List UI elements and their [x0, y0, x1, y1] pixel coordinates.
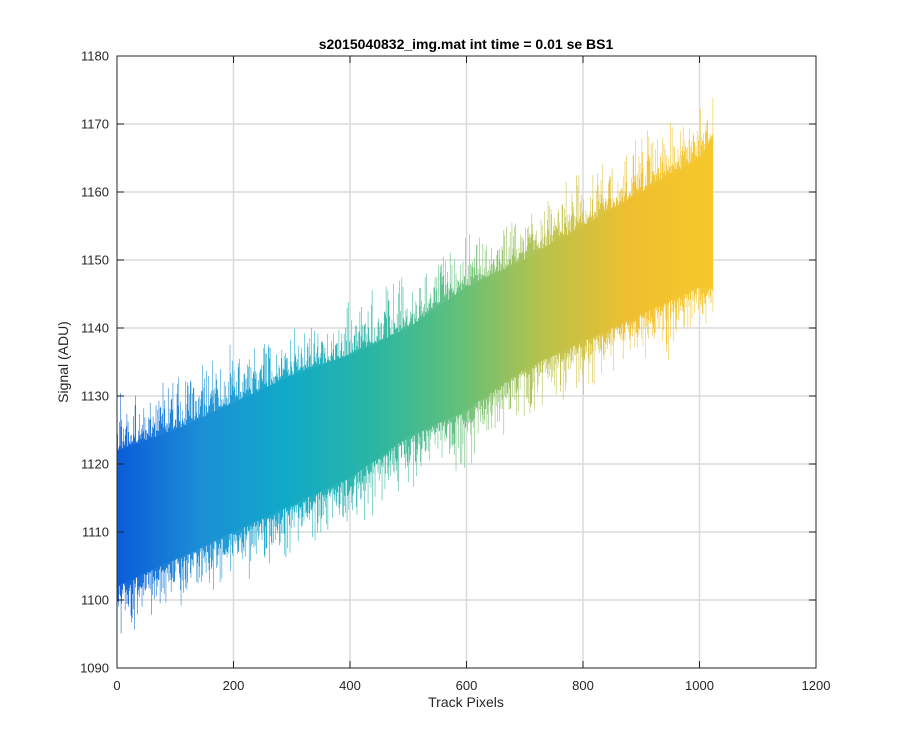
y-tick-label: 1100 — [81, 593, 109, 608]
y-axis-label: Signal (ADU) — [55, 321, 71, 403]
x-tick-label: 400 — [339, 678, 361, 693]
y-tick-label: 1160 — [81, 185, 109, 200]
chart-title: s2015040832_img.mat int time = 0.01 se B… — [319, 36, 614, 52]
y-tick-label: 1120 — [81, 457, 109, 472]
y-tick-label: 1180 — [81, 49, 109, 64]
y-tick-label: 1140 — [81, 321, 109, 336]
y-tick-label: 1090 — [80, 661, 109, 676]
x-tick-label: 1000 — [685, 678, 714, 693]
x-tick-label: 200 — [223, 678, 245, 693]
signal-trace — [117, 97, 714, 634]
y-tick-label: 1170 — [81, 117, 109, 132]
y-tick-label: 1150 — [81, 253, 109, 268]
x-tick-label: 1200 — [802, 678, 831, 693]
data-layer — [117, 97, 714, 634]
x-tick-label: 0 — [113, 678, 120, 693]
y-tick-label: 1110 — [82, 525, 109, 540]
y-tick-label: 1130 — [81, 389, 109, 404]
ticks: 0 200 400 600 800 1000 1200 1090 1100 1110 1120 113… — [80, 49, 830, 694]
x-tick-label: 800 — [572, 678, 594, 693]
x-tick-label: 600 — [456, 678, 478, 693]
x-axis-label: Track Pixels — [428, 694, 504, 710]
